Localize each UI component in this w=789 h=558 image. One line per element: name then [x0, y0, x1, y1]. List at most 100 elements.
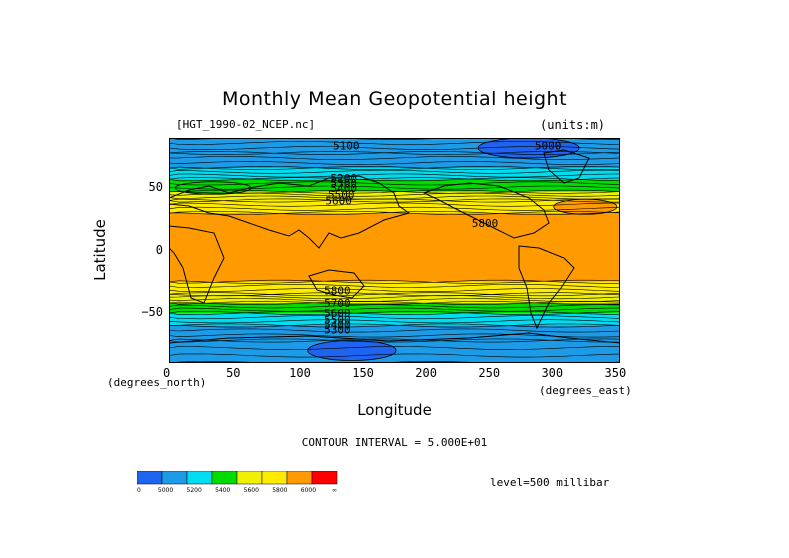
contour-line-29: [169, 279, 619, 284]
contour-line-38: [169, 323, 620, 328]
x-tick-label: 250: [478, 366, 501, 380]
contour-line-27: [169, 288, 620, 292]
contour-line-15: [169, 177, 620, 182]
coast-south-america: [518, 245, 575, 330]
contour-label-9: 5700: [324, 297, 351, 310]
coastlines: [169, 149, 620, 344]
contour-line-25: [169, 211, 620, 215]
height-band-8: [169, 294, 620, 303]
y-axis-title: Latitude: [91, 219, 109, 281]
contour-line-36: [169, 304, 620, 309]
contour-label-13: 5300: [324, 323, 351, 336]
contour-line-16: [169, 198, 619, 203]
x-tick-label: 0: [163, 366, 171, 380]
contour-line-18: [169, 192, 620, 197]
colorbar-swatch-5: [261, 471, 288, 485]
units-label: (units:m): [540, 118, 606, 132]
height-band-7: [169, 281, 620, 295]
colorbar-label-7: ∞: [332, 487, 337, 494]
colorbar-swatch-3: [211, 471, 238, 485]
coast-greenland: [543, 149, 590, 184]
height-band-10: [169, 313, 620, 326]
contour-line-19: [169, 189, 620, 194]
colorbar-swatch-1: [161, 471, 188, 485]
contour-line-31: [169, 298, 620, 303]
contour-line-48: [169, 346, 619, 350]
contour-line-49: [169, 338, 620, 343]
contour-line-43: [169, 333, 620, 338]
contour-line-6: [169, 156, 620, 160]
coast-north-america: [422, 182, 550, 239]
contour-line-32: [169, 295, 620, 300]
contour-line-1: [169, 146, 620, 150]
colorbar-swatch-7: [311, 471, 338, 485]
colorbar-label-4: 5600: [244, 487, 259, 494]
contour-line-40: [169, 315, 620, 320]
colorbar: 0 5000 5200 5400 5600 5800 6000 ∞: [137, 471, 338, 494]
contour-interval: CONTOUR INTERVAL = 5.000E+01: [301, 436, 488, 449]
contour-label-5: 5500: [328, 188, 355, 201]
colorbar-label-0: 0: [137, 487, 141, 494]
colorbar-swatch-4: [236, 471, 263, 485]
height-band-4: [169, 191, 620, 201]
contour-label-3: 5300: [330, 177, 357, 190]
contour-label-1: 5000: [535, 140, 562, 153]
y-axis-unit: (degrees_north): [107, 376, 207, 389]
x-tick-label: 50: [226, 366, 241, 380]
x-tick-label: 200: [415, 366, 437, 380]
y-tick-label: 0: [155, 242, 163, 257]
contour-label-6: 5600: [325, 195, 352, 208]
y-tick-label: −50: [141, 305, 163, 319]
height-cell-3: [174, 181, 252, 195]
colorbar-label-1: 5000: [158, 487, 173, 494]
x-axis-unit: (degrees_east): [539, 384, 632, 397]
contour-line-5: [169, 161, 620, 165]
contour-line-30: [169, 301, 620, 305]
x-axis-title: Longitude: [357, 401, 432, 419]
contour-line-28: [169, 283, 620, 288]
coast-africa: [169, 225, 225, 304]
contour-line-44: [169, 328, 620, 333]
contour-label-0: 5100: [333, 140, 360, 153]
coast-antarctica: [169, 332, 620, 344]
colorbar-swatch-2: [186, 471, 213, 485]
coast-europe-asia: [169, 175, 411, 249]
x-tick-label: 350: [604, 366, 627, 380]
contour-line-45: [169, 323, 620, 328]
coast-australia: [308, 269, 365, 299]
contour-label-4: 5400: [330, 182, 357, 195]
contour-line-10: [169, 169, 620, 174]
contour-labels: 5100 500052005300540055005600580058005700…: [324, 140, 561, 337]
height-band-2: [169, 168, 620, 180]
contour-label-11: 5500: [324, 313, 351, 326]
geopotential-map: 5100 500052005300540055005600580058005700…: [169, 138, 620, 363]
contour-line-37: [169, 301, 620, 305]
level-label: level=500 millibar: [490, 476, 610, 489]
contour-line-9: [169, 173, 620, 178]
contour-line-4: [169, 166, 620, 170]
contour-line-41: [169, 311, 620, 315]
contour-line-22: [169, 202, 619, 207]
colorbar-swatch-0: [137, 471, 163, 485]
height-cell-1: [307, 340, 397, 361]
contour-line-47: [169, 353, 620, 358]
contour-line-35: [169, 307, 619, 312]
contour-label-7: 5800: [472, 217, 499, 230]
contour-label-2: 5200: [330, 172, 357, 185]
contour-line-2: [169, 141, 620, 145]
map-frame: [169, 138, 620, 363]
contour-line-3: [169, 138, 619, 140]
x-tick-label: 150: [352, 366, 374, 380]
colorbar-swatch-6: [286, 471, 313, 485]
contour-label-8: 5800: [324, 285, 351, 298]
contour-line-11: [169, 166, 620, 170]
contour-label-10: 5600: [324, 307, 351, 320]
contour-line-0: [169, 151, 620, 155]
colorbar-label-2: 5200: [187, 487, 202, 494]
contour-line-8: [169, 177, 620, 182]
colorbar-label-6: 6000: [301, 487, 316, 494]
contour-line-14: [169, 181, 620, 186]
y-tick-label: 50: [148, 180, 163, 194]
contour-label-12: 5400: [324, 318, 351, 331]
colorbar-label-3: 5400: [215, 487, 230, 494]
